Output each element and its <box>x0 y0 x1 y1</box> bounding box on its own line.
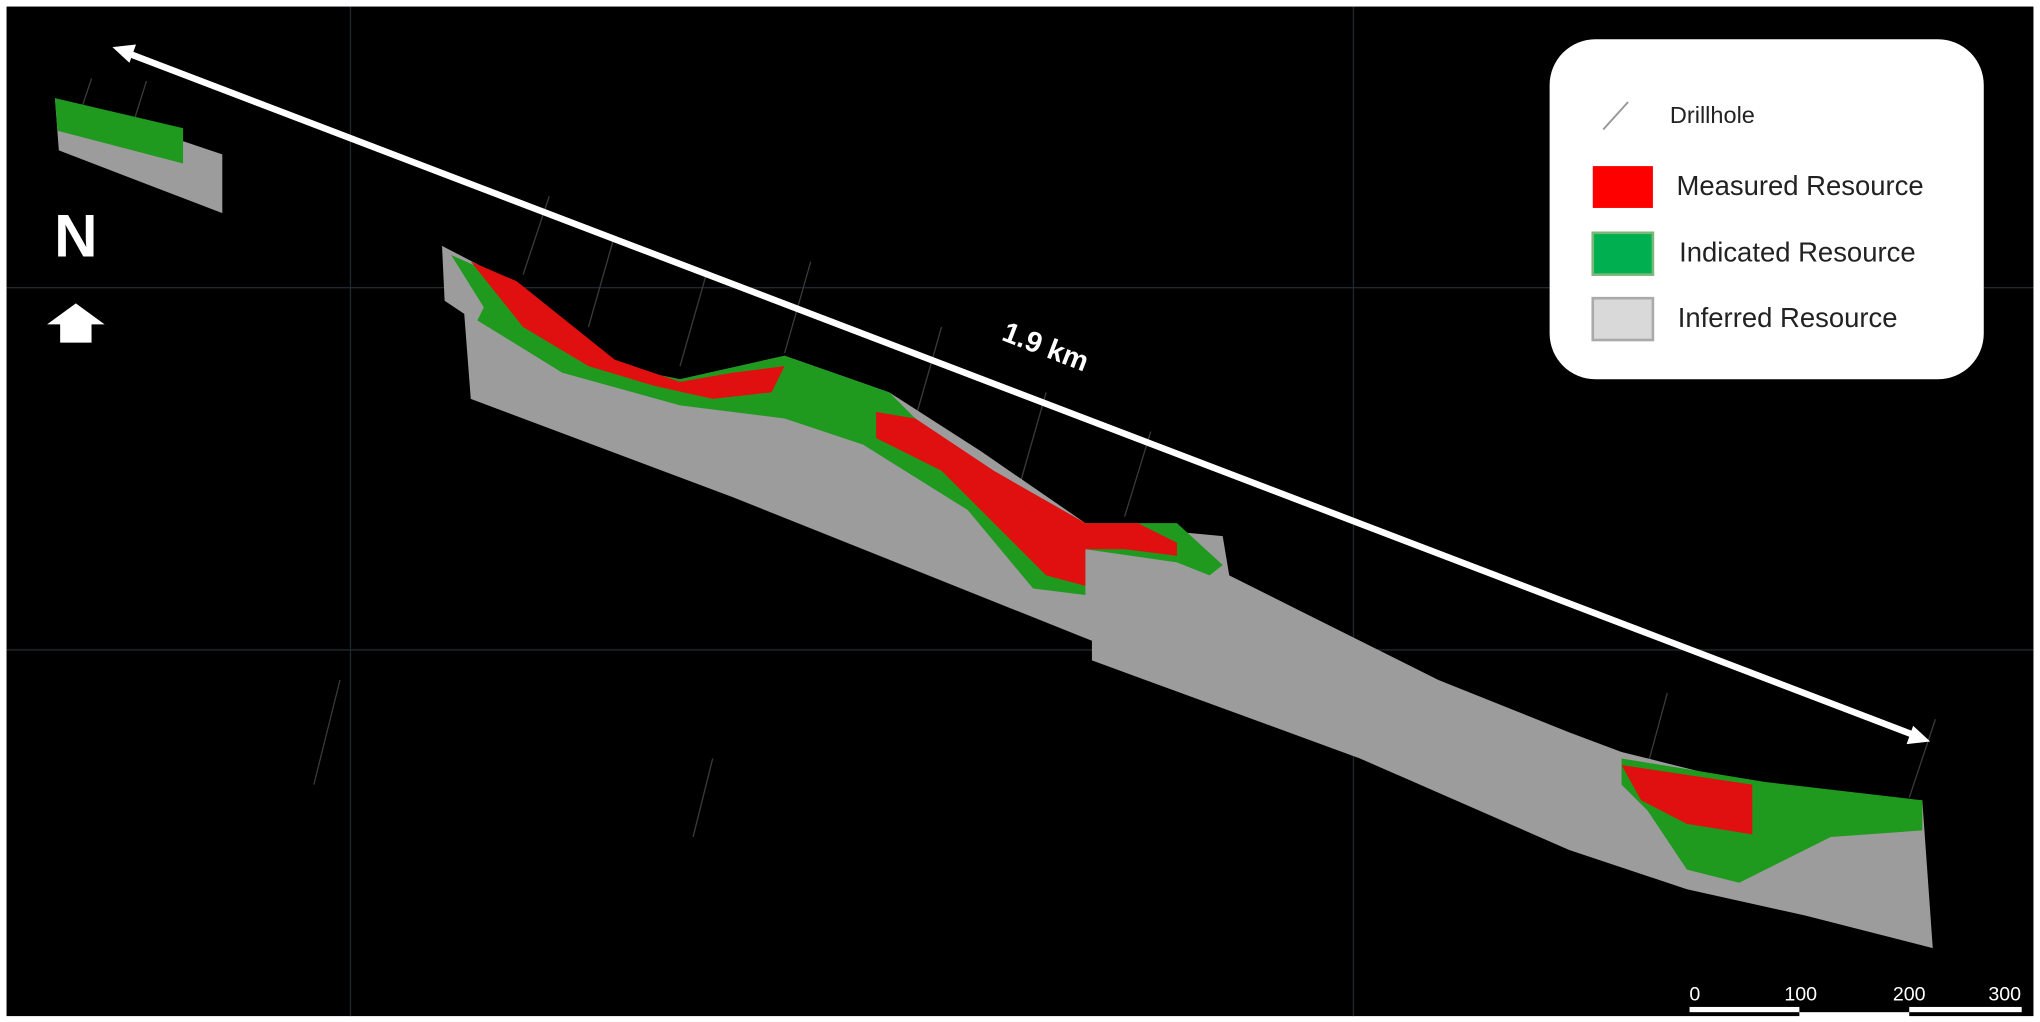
measured-zone <box>470 261 785 399</box>
scale-label: 200 <box>1893 983 1926 1005</box>
drillhole <box>692 758 714 838</box>
drillhole <box>587 235 616 328</box>
arrow-line <box>124 49 1919 740</box>
scale-segment <box>1799 1012 1910 1018</box>
scale-segment <box>1909 1006 2022 1013</box>
drillhole <box>1019 392 1047 485</box>
arrow-head <box>1906 725 1931 745</box>
legend-swatch <box>1591 296 1655 342</box>
drillhole <box>1647 692 1668 766</box>
legend-swatch <box>1591 231 1655 276</box>
legend-label: Drillhole <box>1670 102 1755 128</box>
north-arrow <box>47 303 105 343</box>
legend-label: Indicated Resource <box>1679 237 1916 268</box>
arrow-head <box>112 44 136 63</box>
drillhole <box>679 274 707 367</box>
scale-label: 100 <box>1784 983 1817 1005</box>
scale-segment <box>1689 1006 1800 1013</box>
legend-box <box>1549 39 1984 380</box>
scale-label: 300 <box>1988 983 2021 1005</box>
measured-zone <box>876 411 1177 586</box>
drillhole <box>1123 431 1152 517</box>
legend-swatch <box>1592 166 1653 208</box>
legend-swatch <box>1602 101 1629 131</box>
drillhole <box>914 326 943 419</box>
scale-label: 0 <box>1689 983 1700 1005</box>
drillhole <box>313 679 341 785</box>
drillhole <box>1908 719 1937 798</box>
scale-bar: 0 100 200 300 <box>1689 983 2022 1018</box>
legend-label: Measured Resource <box>1676 170 1923 201</box>
indicated-zone <box>54 98 184 164</box>
measured-zone <box>1621 765 1753 835</box>
distance-arrow <box>112 44 1931 745</box>
legend: Drillhole Measured Resource Indicated Re… <box>1549 39 1984 380</box>
north-label: N <box>54 202 97 269</box>
legend-label: Inferred Resource <box>1678 302 1898 333</box>
